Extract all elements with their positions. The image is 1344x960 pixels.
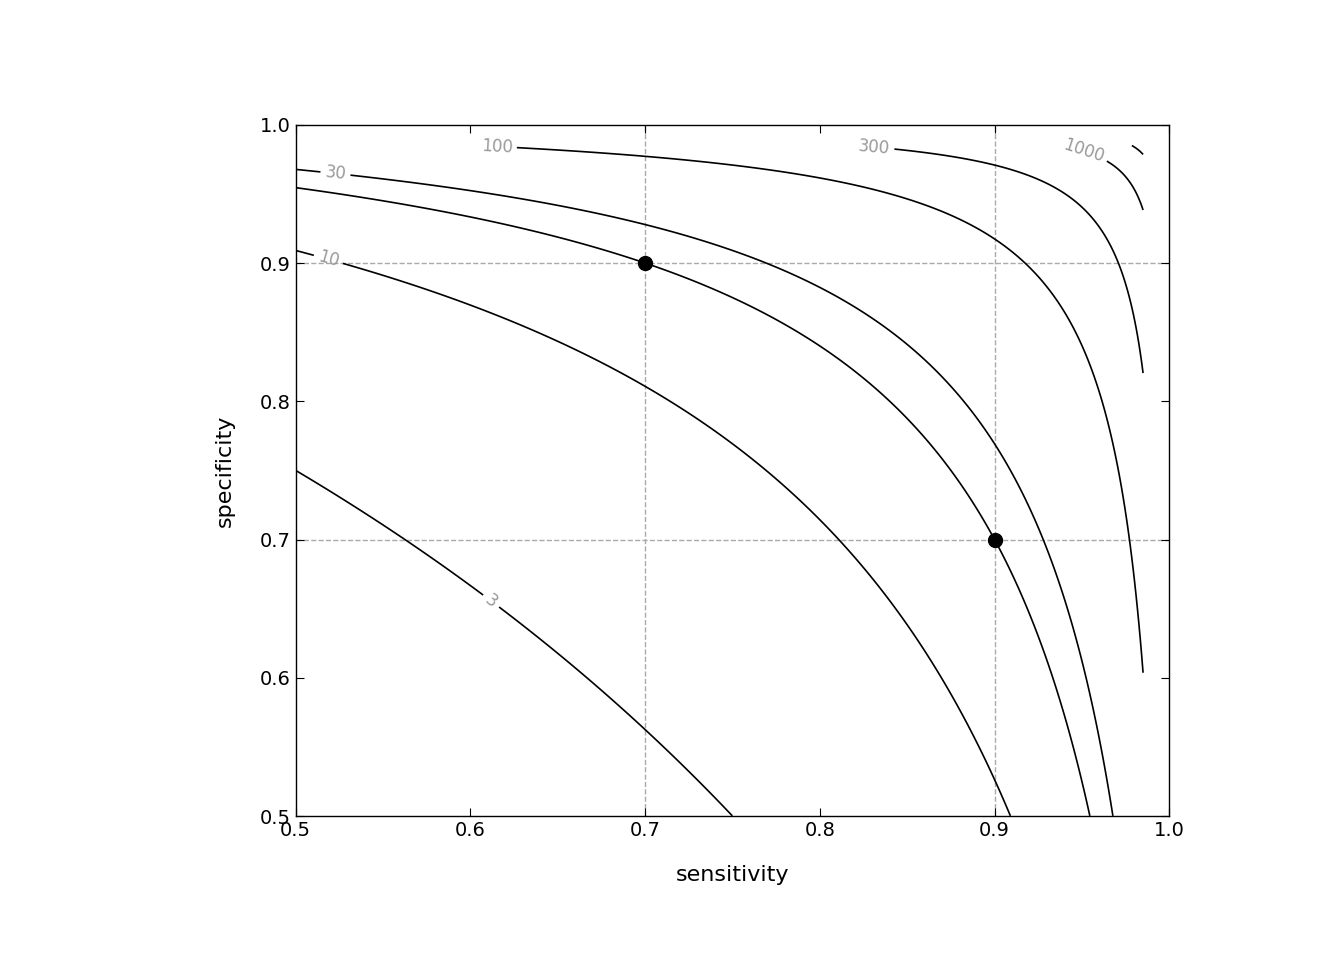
Point: [984, 532, 1005, 547]
Text: 30: 30: [324, 163, 347, 183]
Text: 10: 10: [316, 248, 341, 271]
Text: 100: 100: [480, 136, 513, 156]
Y-axis label: specificity: specificity: [215, 414, 235, 527]
Text: 3: 3: [481, 590, 501, 612]
X-axis label: sensitivity: sensitivity: [676, 865, 789, 885]
Text: 300: 300: [857, 136, 891, 157]
Point: [634, 255, 656, 271]
Text: 1000: 1000: [1060, 136, 1106, 166]
